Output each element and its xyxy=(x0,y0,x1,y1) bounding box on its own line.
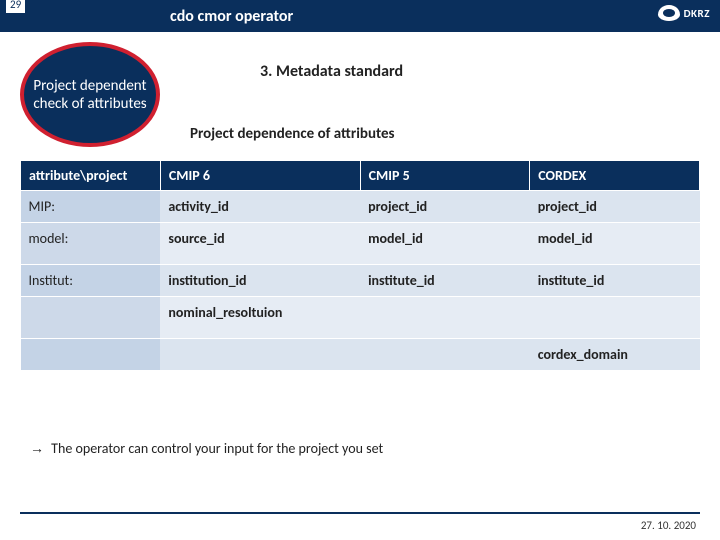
page-number: 29 xyxy=(6,0,25,13)
cell: activity_id xyxy=(160,191,360,223)
footnote: → The operator can control your input fo… xyxy=(30,440,383,457)
cell xyxy=(21,339,161,371)
cell: model_id xyxy=(530,223,700,265)
header-title: cdo cmor operator xyxy=(170,7,293,26)
cell: cordex_domain xyxy=(530,339,700,371)
cell xyxy=(160,339,360,371)
footer-date: 27. 10. 2020 xyxy=(641,519,696,532)
cell xyxy=(530,297,700,339)
slide-header: 29 cdo cmor operator DKRZ xyxy=(0,0,720,32)
table-row: MIP: activity_id project_id project_id xyxy=(21,191,700,223)
callout-text: Project dependent check of attributes xyxy=(24,77,156,113)
table-row: cordex_domain xyxy=(21,339,700,371)
table-row: nominal_resoltuion xyxy=(21,297,700,339)
cell: project_id xyxy=(530,191,700,223)
cell: model_id xyxy=(360,223,530,265)
cell xyxy=(360,339,530,371)
section-title: 3. Metadata standard xyxy=(260,62,403,81)
cell xyxy=(360,297,530,339)
col-header: attribute\project xyxy=(21,161,161,191)
cell: project_id xyxy=(360,191,530,223)
swirl-icon xyxy=(658,5,680,21)
arrow-icon: → xyxy=(30,440,44,456)
cell: institute_id xyxy=(530,265,700,297)
attributes-table: attribute\project CMIP 6 CMIP 5 CORDEX M… xyxy=(20,160,700,371)
cell: Institut: xyxy=(21,265,161,297)
footnote-text: The operator can control your input for … xyxy=(51,440,383,457)
col-header: CORDEX xyxy=(530,161,700,191)
cell: nominal_resoltuion xyxy=(160,297,360,339)
cell: MIP: xyxy=(21,191,161,223)
cell: institution_id xyxy=(160,265,360,297)
col-header: CMIP 6 xyxy=(160,161,360,191)
col-header: CMIP 5 xyxy=(360,161,530,191)
table-row: Institut: institution_id institute_id in… xyxy=(21,265,700,297)
logo-text: DKRZ xyxy=(684,7,710,20)
dkrz-logo: DKRZ xyxy=(658,5,710,21)
cell: source_id xyxy=(160,223,360,265)
footer-divider xyxy=(20,512,700,514)
cell: institute_id xyxy=(360,265,530,297)
table-row: model: source_id model_id model_id xyxy=(21,223,700,265)
cell xyxy=(21,297,161,339)
table-header-row: attribute\project CMIP 6 CMIP 5 CORDEX xyxy=(21,161,700,191)
cell: model: xyxy=(21,223,161,265)
callout-bubble: Project dependent check of attributes xyxy=(20,42,160,147)
subheading: Project dependence of attributes xyxy=(190,125,395,143)
